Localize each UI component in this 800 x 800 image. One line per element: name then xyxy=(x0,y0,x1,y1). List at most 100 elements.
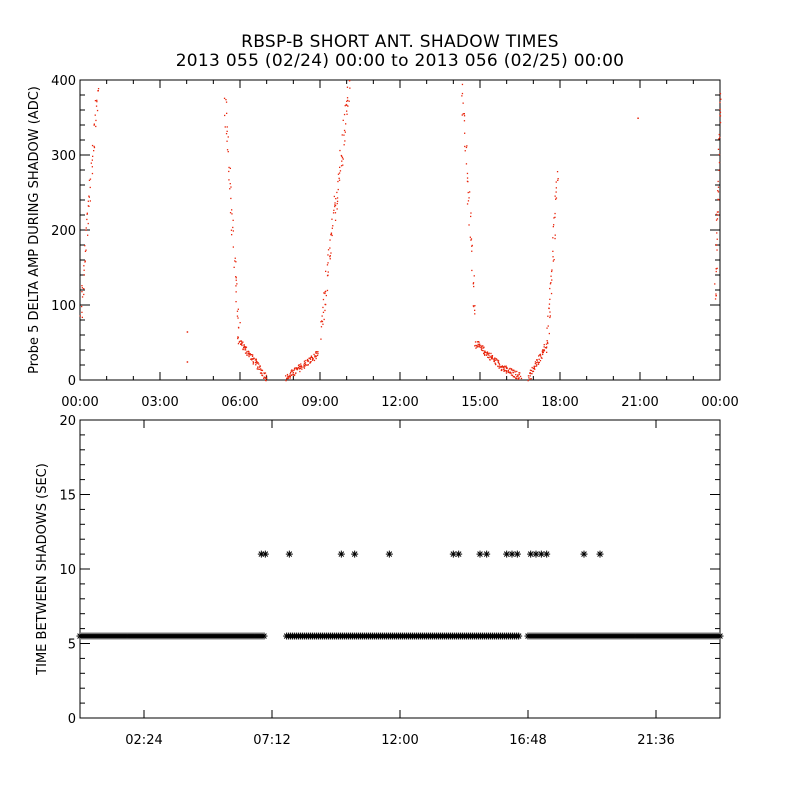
top-x-tick-label: 15:00 xyxy=(461,395,498,410)
top-data-point xyxy=(238,327,240,329)
top-data-point xyxy=(312,359,314,361)
top-data-point xyxy=(519,375,522,378)
top-data-point xyxy=(529,372,531,374)
top-data-point xyxy=(714,283,716,285)
top-data-point xyxy=(474,305,476,307)
top-data-point xyxy=(484,354,486,356)
top-data-point xyxy=(248,354,250,356)
bottom-data-point xyxy=(580,550,588,558)
top-data-point xyxy=(306,364,308,366)
top-data-point xyxy=(514,370,516,372)
top-data-point xyxy=(245,352,248,354)
top-data-point xyxy=(332,225,334,227)
top-data-point xyxy=(505,372,508,374)
top-data-point xyxy=(338,177,340,179)
top-data-point xyxy=(244,347,246,349)
top-data-point xyxy=(83,274,85,276)
top-data-point xyxy=(97,90,99,92)
top-data-point xyxy=(495,359,497,361)
top-data-point xyxy=(463,113,465,115)
top-data-point xyxy=(488,354,490,356)
top-data-point xyxy=(503,370,505,372)
top-data-point xyxy=(237,308,239,310)
bottom-panel: TIME BETWEEN SHADOWS (SEC) 02:24 07:12 12:… xyxy=(35,414,724,748)
top-data-point xyxy=(93,146,96,149)
top-data-point xyxy=(81,296,84,298)
top-data-point xyxy=(289,374,291,377)
top-data-point xyxy=(543,349,545,351)
top-data-point xyxy=(552,226,554,228)
top-data-point xyxy=(719,136,721,139)
top-data-point xyxy=(229,212,232,214)
top-data-point xyxy=(715,244,718,246)
top-data-point xyxy=(484,351,486,353)
top-data-point xyxy=(718,133,720,136)
top-data-point xyxy=(255,358,257,360)
bottom-y-axis-label: TIME BETWEEN SHADOWS (SEC) xyxy=(35,463,50,676)
top-data-point xyxy=(517,375,519,377)
top-data-point xyxy=(228,170,230,173)
top-data-point xyxy=(478,341,480,343)
top-data-point xyxy=(237,343,240,345)
top-data-point xyxy=(294,374,296,376)
top-data-point xyxy=(501,366,503,368)
top-data-point xyxy=(717,190,719,192)
top-data-point xyxy=(502,366,504,368)
top-data-point xyxy=(553,217,555,219)
top-data-point xyxy=(715,293,717,295)
bottom-data-point xyxy=(351,550,359,558)
top-data-point xyxy=(512,369,515,371)
top-data-point xyxy=(258,366,260,368)
top-data-point xyxy=(88,196,90,198)
top-data-point xyxy=(307,364,309,366)
top-data-point xyxy=(286,373,289,376)
top-data-point xyxy=(257,366,259,368)
top-data-point xyxy=(255,362,257,364)
top-data-point xyxy=(546,346,548,348)
top-data-point xyxy=(235,279,237,281)
top-data-point xyxy=(298,365,301,368)
top-data-point xyxy=(231,213,233,215)
top-data-point xyxy=(343,144,345,146)
top-data-point xyxy=(244,347,247,349)
top-data-point xyxy=(301,368,303,370)
top-data-point xyxy=(473,275,475,277)
top-data-point xyxy=(285,380,287,382)
top-data-point xyxy=(286,378,288,380)
top-data-point xyxy=(334,204,336,206)
top-data-point xyxy=(540,355,542,357)
top-data-point xyxy=(542,351,544,354)
top-data-point xyxy=(541,352,544,354)
top-data-point xyxy=(234,260,236,262)
top-data-point xyxy=(467,200,470,202)
top-data-point xyxy=(715,219,718,221)
top-data-point xyxy=(238,341,240,343)
top-data-point xyxy=(497,359,499,361)
top-data-point xyxy=(93,124,95,126)
top-data-point xyxy=(471,269,473,272)
top-data-point xyxy=(540,357,542,359)
top-data-point xyxy=(491,356,493,358)
top-data-point xyxy=(295,368,297,370)
top-data-point xyxy=(495,358,498,360)
top-data-point xyxy=(533,367,535,369)
top-data-point xyxy=(462,102,464,104)
top-data-point xyxy=(231,234,233,236)
top-data-point xyxy=(532,370,535,372)
top-data-point xyxy=(516,375,518,378)
bottom-data-point xyxy=(543,550,551,558)
top-data-point xyxy=(466,172,469,175)
top-data-point xyxy=(224,126,226,128)
top-data-point xyxy=(498,367,500,369)
top-data-point xyxy=(226,140,228,142)
top-x-tick-label: 03:00 xyxy=(141,395,178,410)
top-data-point xyxy=(323,318,325,321)
top-data-point xyxy=(548,303,551,305)
top-data-point xyxy=(509,367,511,370)
top-data-point xyxy=(186,331,189,333)
top-data-point xyxy=(555,197,558,199)
top-data-point xyxy=(251,354,253,356)
top-data-point xyxy=(556,171,559,173)
top-data-point xyxy=(336,202,338,205)
top-data-point xyxy=(508,368,511,370)
